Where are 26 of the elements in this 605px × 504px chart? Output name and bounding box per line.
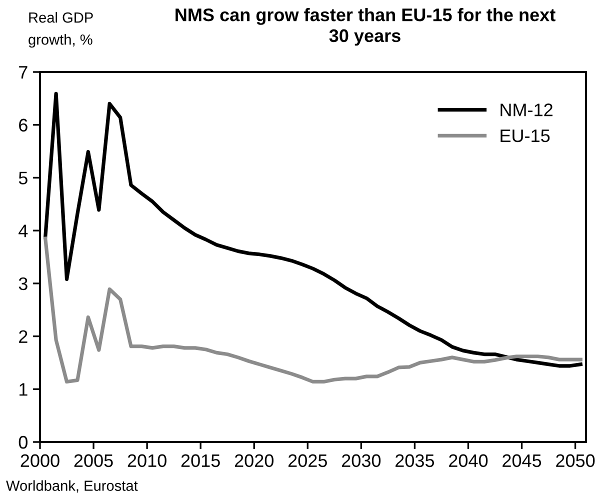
chart-title: NMS can grow faster than EU-15 for the next 30 years <box>176 8 556 46</box>
y-tick-label: 0 <box>18 436 28 449</box>
x-tick-label: 2005 <box>74 454 113 468</box>
y-tick-label: 5 <box>18 172 28 184</box>
text: Worldbank, Eurostat <box>6 480 138 493</box>
x-tick-label: 2045 <box>502 454 542 468</box>
legend-label: NM-12 <box>500 104 552 116</box>
y-tick-label: 6 <box>19 118 28 132</box>
x-tick-label: 2000 <box>20 454 60 468</box>
x-tick-label: 2020 <box>234 454 274 468</box>
x-tick-label: 2025 <box>288 454 327 468</box>
x-tick-label: 2030 <box>342 454 381 468</box>
y-tick-label: 2 <box>19 330 28 343</box>
x-tick-label: 2040 <box>449 454 488 468</box>
y-tick-label: 3 <box>18 277 28 290</box>
y-tick-label: 1 <box>20 383 28 396</box>
y-axis-title: Real GDP growth, % <box>28 12 93 48</box>
y-tick-label: 7 <box>19 66 28 79</box>
x-tick-label: 2010 <box>128 454 166 468</box>
x-tick-label: 2015 <box>181 454 220 468</box>
line-series <box>44 236 582 384</box>
legend-label: EU-15 <box>500 130 550 142</box>
x-tick-label: 2035 <box>396 454 434 468</box>
x-tick-label: 2050 <box>556 454 595 468</box>
y-tick-label: 4 <box>18 224 28 238</box>
line-series <box>44 92 582 368</box>
